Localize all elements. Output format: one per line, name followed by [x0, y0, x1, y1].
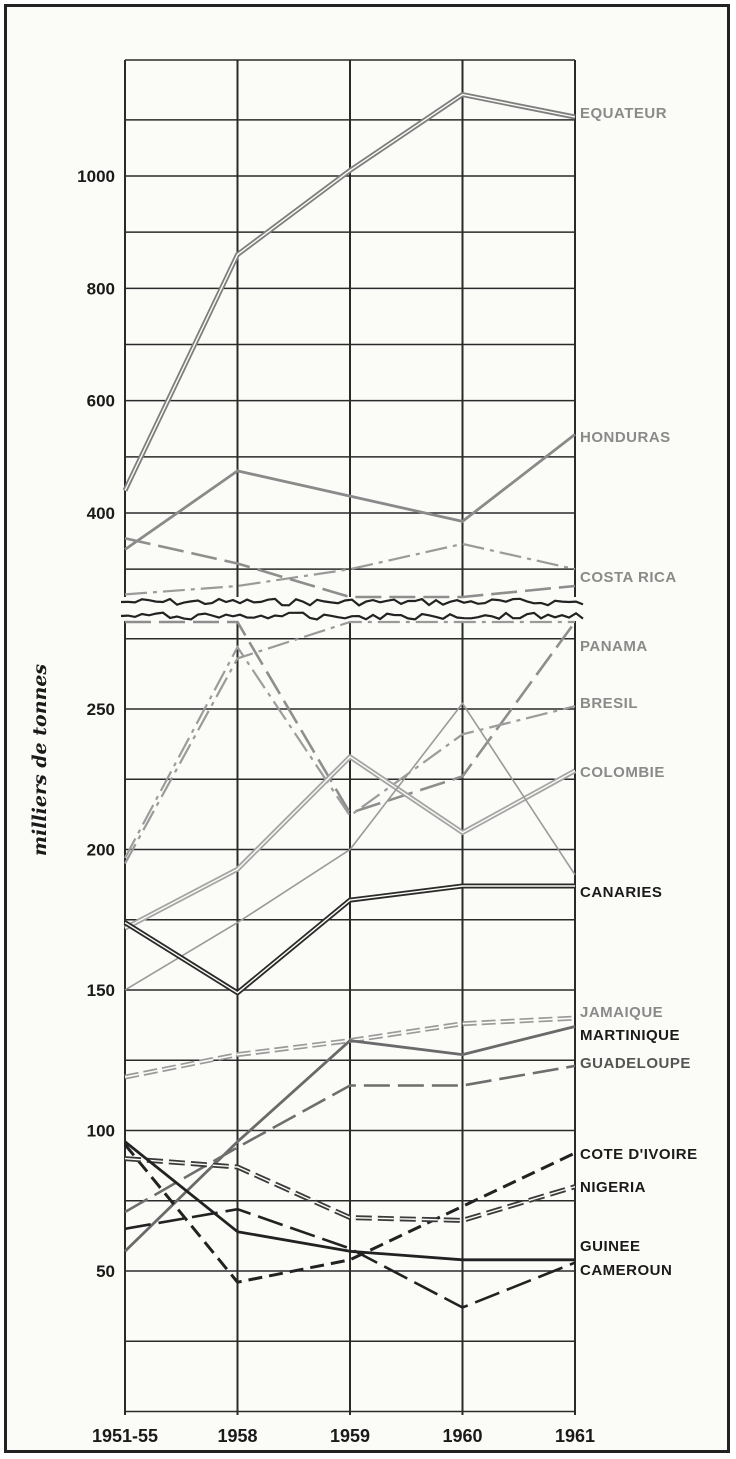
x-tick-label: 1960 — [442, 1426, 482, 1446]
y-tick-label: 1000 — [77, 167, 115, 186]
y-tick-label: 400 — [87, 504, 115, 523]
line — [124, 620, 575, 865]
labels: 400 600 800 1000 50 100 150 200 250 1951-55 1958 19… — [77, 105, 697, 1446]
series-line-costa-rica — [124, 620, 575, 865]
series-line-martinique — [124, 1025, 576, 1253]
x-tick-label: 1961 — [555, 1426, 595, 1446]
series-line-guinee — [124, 1140, 575, 1262]
y-tick-label: 800 — [87, 279, 115, 298]
axis-break-line — [120, 611, 584, 621]
series-line-equateur — [122, 92, 576, 492]
series-label-colombie: COLOMBIE — [580, 764, 665, 781]
line — [124, 645, 576, 859]
series-label-panama: PANAMA — [580, 638, 648, 655]
line-inner — [124, 756, 576, 929]
series-line-unlabeled — [124, 702, 576, 991]
series-line-honduras — [124, 433, 576, 551]
y-tick-label: 250 — [87, 700, 115, 719]
line — [124, 433, 576, 551]
series-label-bresil: BRESIL — [580, 695, 638, 712]
series-line-panama — [124, 537, 576, 599]
line — [124, 1025, 576, 1253]
series-line-guadeloupe — [124, 1064, 576, 1214]
series-label-martinique: MARTINIQUE — [580, 1027, 680, 1044]
x-tick-label: 1951-55 — [92, 1426, 158, 1446]
line-inner — [124, 93, 576, 491]
line — [124, 537, 576, 599]
series-label-honduras: HONDURAS — [580, 429, 671, 446]
line-inner — [124, 885, 575, 994]
x-tick-label: 1959 — [330, 1426, 370, 1446]
series-label-equateur: EQUATEUR — [580, 105, 667, 122]
line — [124, 702, 576, 991]
series-line-canaries — [123, 883, 575, 996]
axis-break-line — [120, 597, 584, 607]
y-axis-label: milliers de tonnes — [29, 664, 51, 857]
line — [123, 1143, 576, 1284]
series-label-cote-d-ivoire: COTE D'IVOIRE — [580, 1146, 698, 1163]
x-tick-label: 1958 — [217, 1426, 257, 1446]
series-line-cote-d-ivoire — [123, 1143, 576, 1284]
series-label-costa-rica: COSTA RICA — [580, 569, 677, 586]
series-lines — [122, 92, 577, 1309]
line-inner — [124, 1157, 576, 1222]
axis-break — [119, 597, 584, 621]
series-label-canaries: CANARIES — [580, 884, 662, 901]
series-line-costa-rica — [124, 542, 576, 596]
y-tick-label: 600 — [87, 392, 115, 411]
series-label-cameroun: CAMEROUN — [580, 1262, 672, 1279]
series-line-nigeria — [124, 1156, 576, 1223]
y-tick-label: 100 — [87, 1122, 115, 1141]
line — [124, 1207, 576, 1309]
series-line-cameroun — [124, 1207, 576, 1309]
series-label-guinee: GUINEE — [580, 1238, 641, 1255]
series-label-nigeria: NIGERIA — [580, 1179, 646, 1196]
y-tick-label: 200 — [87, 841, 115, 860]
line — [124, 542, 576, 596]
y-tick-label: 150 — [87, 981, 115, 1000]
series-label-guadeloupe: GUADELOUPE — [580, 1055, 691, 1072]
series-line-colombie — [123, 754, 577, 931]
grid — [124, 59, 576, 1415]
series-line-bresil — [124, 645, 576, 859]
y-tick-label: 50 — [96, 1262, 115, 1281]
line — [124, 1064, 576, 1214]
line — [124, 1140, 575, 1262]
series-label-jamaique: JAMAIQUE — [580, 1004, 663, 1021]
